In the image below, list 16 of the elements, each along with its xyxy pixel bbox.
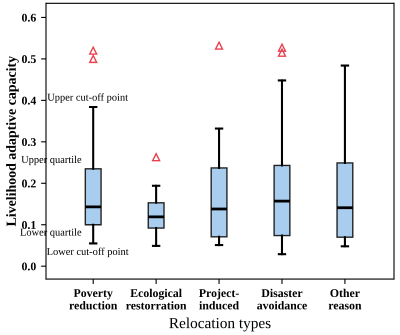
x-tick-label: Poverty reduction [69, 289, 118, 310]
y-tick-label: 0.5 [22, 55, 36, 64]
annotation: Upper cut-off point [47, 93, 128, 103]
x-tick-label: Other reason [328, 288, 362, 310]
y-axis-title: Livelihood adaptive capacity [6, 56, 19, 226]
x-tick-label: Project- induced [199, 288, 239, 310]
y-tick-label: 0.4 [22, 96, 36, 105]
x-tick-label: Disaster avoidance [257, 288, 307, 310]
y-tick-label: 0.2 [22, 180, 36, 188]
y-tick-label: 0.3 [22, 138, 36, 146]
x-tick-label: Ecological restorration [126, 288, 186, 310]
x-axis-title: Relocation types [169, 317, 271, 332]
y-tick-label: 0.6 [22, 14, 36, 22]
annotation: Lower cut-off point [46, 248, 129, 258]
y-tick-label: 0.0 [22, 262, 36, 270]
y-tick-label: 0.1 [22, 220, 36, 230]
